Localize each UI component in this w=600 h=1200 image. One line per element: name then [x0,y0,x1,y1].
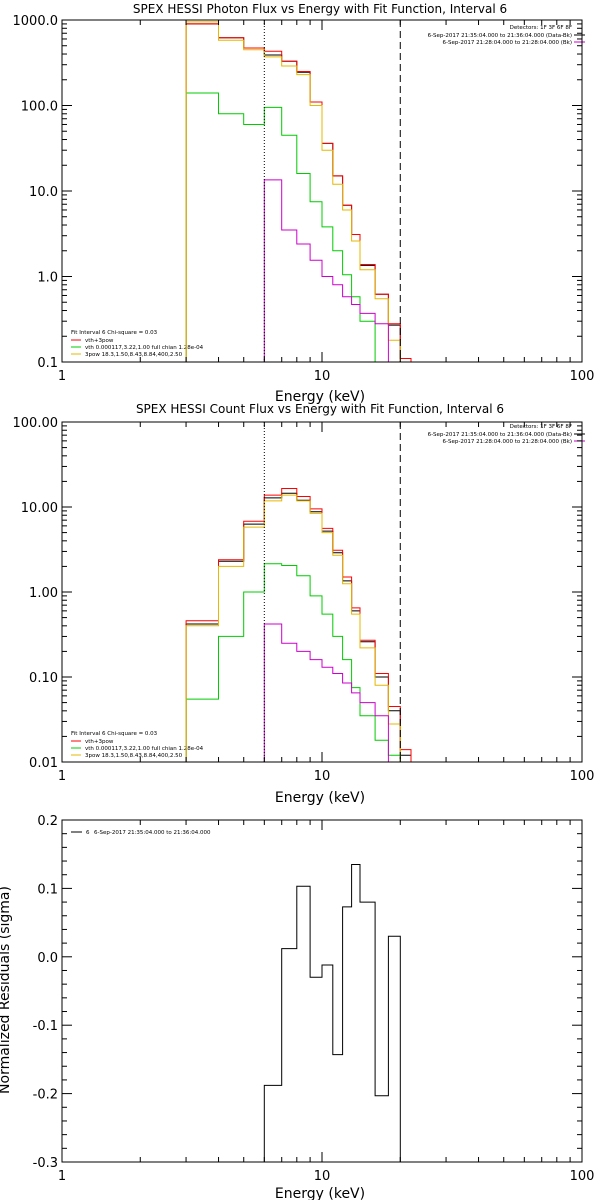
y-tick-label: 10.00 [21,501,58,516]
residuals-ylabel: Normalized Residuals (sigma) [0,886,13,1094]
y-tick-label: 0.1 [37,356,58,371]
residuals-ticks [61,819,582,1163]
x-tick-label: 100 [570,769,595,784]
y-tick-label: -0.1 [33,1019,58,1034]
series-background_spec-line [263,623,389,762]
x-tick-label: 10 [314,769,331,784]
series-powerlaw-line [185,494,412,762]
legend-thermal-params: vth 0.000117,3.22,1.00 full chian 1.28e-… [85,345,204,351]
legend-residual-interval: 6-Sep-2017 21:35:04.000 to 21:36:04.000 [94,830,211,836]
photon-flux-panel: SPEX HESSI Photon Flux vs Energy with Fi… [13,2,595,405]
residuals-legend: 6 6-Sep-2017 21:35:04.000 to 21:36:04.00… [71,830,211,836]
x-tick-label: 1 [58,769,66,784]
x-tick-label: 1 [58,369,66,384]
legend-data-interval: 6-Sep-2017 21:35:04.000 to 21:36:04.000 … [428,33,572,39]
count-flux-series-group [185,488,412,762]
y-tick-label: 100.0 [21,100,58,115]
legend-powerlaw-params: 3pow 18.3,1.50,8.43,8.84,400,2.50 [85,753,183,759]
series-thermal-line [185,92,376,362]
x-tick-label: 1 [58,1169,66,1184]
y-tick-label: 0.01 [29,756,58,771]
x-tick-label: 10 [314,369,331,384]
y-tick-label: 0.2 [37,814,58,829]
photon-flux-series-group [185,21,412,362]
legend-background-interval: 6-Sep-2017 21:28:04.000 to 21:28:04.000 … [443,40,573,46]
series-sum-line [185,492,412,762]
y-tick-label: 0.10 [29,671,58,686]
photon-flux-legend: Detectors: 1F 3F 6F 8F 6-Sep-2017 21:35:… [71,25,585,358]
legend-residual-marker: 6 [86,830,90,836]
count-flux-xlabel: Energy (keV) [275,790,365,806]
legend-detectors: Detectors: 1F 3F 6F 8F [510,25,572,31]
series-thermal-line [185,563,401,762]
y-tick-label: 100.00 [13,416,59,431]
legend-fit-interval: Fit Interval 6 Chi-square = 0.03 [71,731,158,737]
y-tick-label: 1.00 [29,586,58,601]
y-tick-label: 0.0 [37,951,58,966]
legend-background-interval: 6-Sep-2017 21:28:04.000 to 21:28:04.000 … [443,439,573,445]
y-tick-label: -0.3 [33,1156,58,1171]
legend-detectors: Detectors: 1F 3F 6F 8F [510,424,572,430]
y-tick-label: 10.0 [29,185,58,200]
photon-flux-ticks [61,20,582,363]
series-total-line [185,488,412,762]
residuals-series-group [263,864,401,1162]
count-flux-ticks [61,422,582,763]
legend-total-model: vth+3pow [85,338,114,344]
y-tick-label: -0.2 [33,1088,58,1103]
count-flux-legend: Detectors: 1F 3F 6F 8F 6-Sep-2017 21:35:… [71,424,585,759]
series-background_spec-line [263,179,389,362]
photon-flux-xlabel: Energy (keV) [275,389,365,405]
legend-total-model: vth+3pow [85,739,114,745]
y-tick-label: 1000.0 [13,14,59,29]
residuals-panel: Energy (keV) Normalized Residuals (sigma… [0,814,594,1200]
count-flux-title: SPEX HESSI Count Flux vs Energy with Fit… [136,402,504,416]
x-tick-label: 100 [570,1169,595,1184]
legend-fit-interval: Fit Interval 6 Chi-square = 0.03 [71,330,158,336]
count-flux-panel: SPEX HESSI Count Flux vs Energy with Fit… [13,402,595,806]
x-tick-label: 10 [314,1169,331,1184]
legend-data-interval: 6-Sep-2017 21:35:04.000 to 21:36:04.000 … [428,432,572,438]
legend-thermal-params: vth 0.000117,3.22,1.00 full chian 1.28e-… [85,746,204,752]
series-total-line [185,23,412,362]
y-tick-label: 0.1 [37,882,58,897]
y-tick-label: 1.0 [37,271,58,286]
x-tick-label: 100 [570,369,595,384]
photon-flux-title: SPEX HESSI Photon Flux vs Energy with Fi… [133,2,507,16]
legend-powerlaw-params: 3pow 18.3,1.50,8.43,8.84,400,2.50 [85,352,183,358]
series-powerlaw-line [185,21,401,362]
series-sum-line [263,864,401,1162]
residuals-xlabel: Energy (keV) [275,1186,365,1200]
